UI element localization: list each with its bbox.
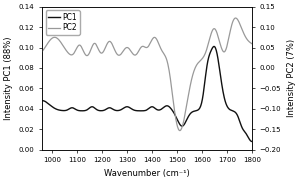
Legend: PC1, PC2: PC1, PC2 — [46, 11, 80, 35]
Y-axis label: Intensity PC1 (88%): Intensity PC1 (88%) — [4, 36, 13, 120]
Y-axis label: Intensity PC2 (7%): Intensity PC2 (7%) — [287, 39, 296, 117]
X-axis label: Wavenumber (cm⁻¹): Wavenumber (cm⁻¹) — [104, 169, 190, 178]
